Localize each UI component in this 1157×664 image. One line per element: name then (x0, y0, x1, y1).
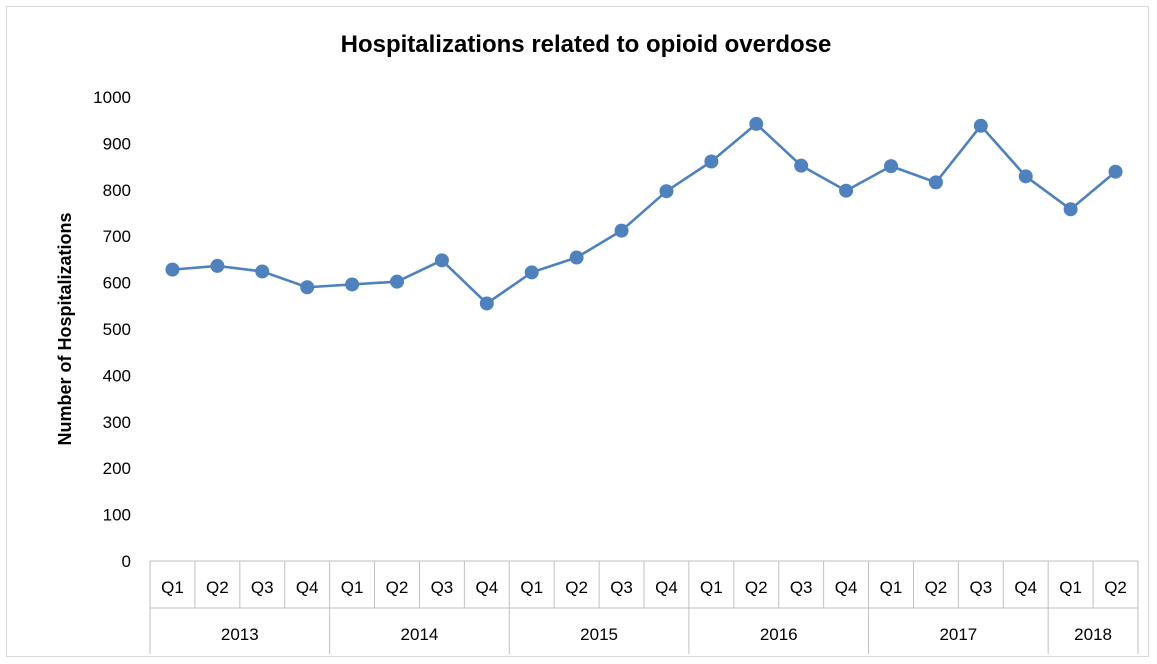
series-layer (165, 117, 1122, 311)
x-tick-label: Q2 (565, 578, 588, 597)
data-point (525, 265, 539, 279)
x-tick-label: Q3 (790, 578, 813, 597)
data-point (435, 253, 449, 267)
y-tick-label: 1000 (93, 88, 131, 107)
data-point (974, 119, 988, 133)
x-tick-label: Q2 (925, 578, 948, 597)
x-tick-label: Q1 (1059, 578, 1082, 597)
x-year-label: 2015 (580, 625, 618, 644)
y-axis-label: Number of Hospitalizations (55, 212, 75, 445)
series-line (172, 124, 1115, 304)
data-point (839, 184, 853, 198)
x-year-label: 2017 (939, 625, 977, 644)
x-tick-label: Q3 (251, 578, 274, 597)
y-tick-label: 700 (103, 227, 131, 246)
data-point (210, 259, 224, 273)
y-tick-label: 0 (122, 552, 131, 571)
x-axis: Q1 Q2 Q3 Q4 Q1 Q2 Q3 Q4 Q1 Q2 Q3 Q4 Q1 Q2 Q3 Q4 Q1 Q2 Q3 Q4… (150, 561, 1138, 654)
y-tick-label: 500 (103, 320, 131, 339)
data-point (615, 224, 629, 238)
x-tick-label: Q2 (206, 578, 229, 597)
data-point (570, 251, 584, 265)
x-tick-label: Q1 (161, 578, 184, 597)
data-point (884, 159, 898, 173)
data-point (1109, 165, 1123, 179)
y-tick-label: 600 (103, 274, 131, 293)
x-tick-label: Q3 (969, 578, 992, 597)
data-point (659, 184, 673, 198)
x-tick-label: Q1 (880, 578, 903, 597)
y-tick-label: 100 (103, 506, 131, 525)
x-tick-label: Q2 (745, 578, 768, 597)
data-point (704, 154, 718, 168)
y-tick-label: 800 (103, 181, 131, 200)
y-tick-label: 400 (103, 366, 131, 385)
x-tick-label: Q4 (1014, 578, 1037, 597)
x-tick-label: Q4 (835, 578, 858, 597)
data-point (480, 296, 494, 310)
data-point (794, 159, 808, 173)
x-tick-label: Q3 (610, 578, 633, 597)
data-point (929, 175, 943, 189)
y-tick-label: 200 (103, 459, 131, 478)
data-point (165, 263, 179, 277)
chart-title: Hospitalizations related to opioid overd… (341, 31, 832, 58)
x-tick-label: Q2 (1104, 578, 1127, 597)
data-point (1019, 169, 1033, 183)
x-tick-label: Q1 (520, 578, 543, 597)
y-axis-ticks: 0 100 200 300 400 500 600 700 800 900 1000 (93, 88, 131, 571)
data-point (300, 280, 314, 294)
data-point (1064, 202, 1078, 216)
x-year-label: 2016 (760, 625, 798, 644)
x-tick-label: Q2 (386, 578, 409, 597)
x-tick-label: Q4 (655, 578, 678, 597)
x-tick-label: Q4 (475, 578, 498, 597)
data-point (749, 117, 763, 131)
y-tick-label: 300 (103, 413, 131, 432)
x-year-label: 2018 (1074, 625, 1112, 644)
data-point (390, 275, 404, 289)
x-year-label: 2014 (401, 625, 439, 644)
x-year-label: 2013 (221, 625, 259, 644)
data-point (345, 277, 359, 291)
data-point (255, 264, 269, 278)
x-tick-label: Q1 (700, 578, 723, 597)
x-tick-label: Q3 (431, 578, 454, 597)
x-tick-label: Q1 (341, 578, 364, 597)
y-tick-label: 900 (103, 134, 131, 153)
x-tick-label: Q4 (296, 578, 319, 597)
